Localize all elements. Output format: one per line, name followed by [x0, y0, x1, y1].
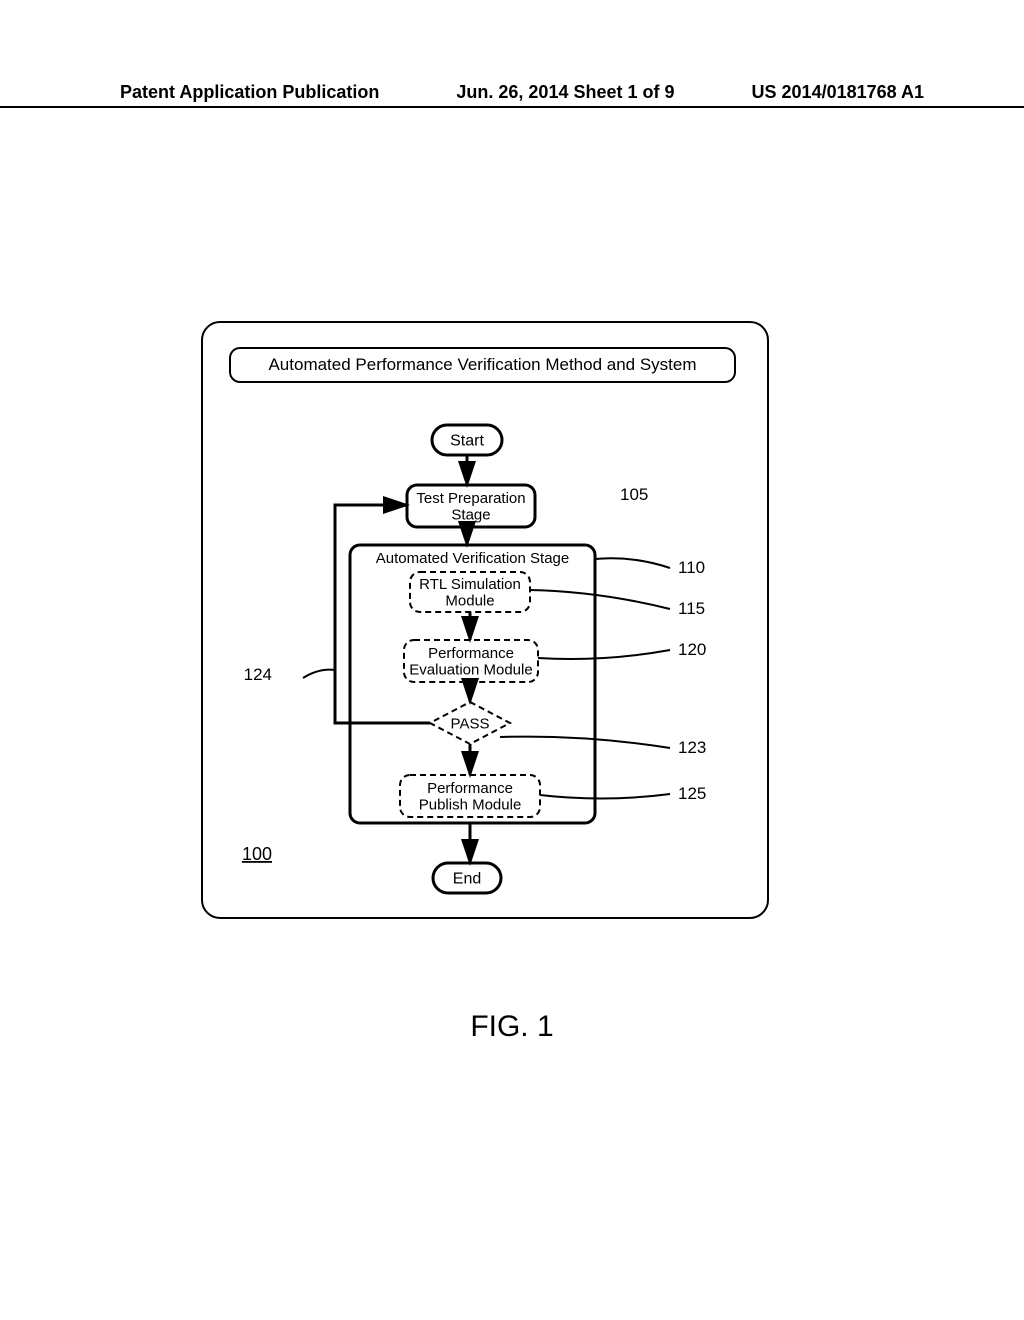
svg-text:Start: Start	[450, 433, 484, 450]
svg-text:120: 120	[678, 640, 706, 659]
svg-text:115: 115	[678, 599, 705, 618]
page-header: Patent Application Publication Jun. 26, …	[0, 82, 1024, 108]
page: Patent Application Publication Jun. 26, …	[0, 0, 1024, 1320]
svg-text:124: 124	[244, 665, 272, 684]
svg-text:100: 100	[242, 844, 272, 864]
svg-text:Evaluation Module: Evaluation Module	[409, 662, 532, 679]
svg-text:125: 125	[678, 784, 706, 803]
svg-text:PASS: PASS	[451, 715, 490, 732]
svg-text:123: 123	[678, 738, 706, 757]
svg-text:Performance: Performance	[427, 780, 513, 797]
header-center: Jun. 26, 2014 Sheet 1 of 9	[456, 82, 674, 103]
header-right: US 2014/0181768 A1	[752, 82, 924, 103]
svg-text:110: 110	[678, 558, 705, 577]
svg-text:Test Preparation: Test Preparation	[416, 490, 525, 507]
svg-text:Publish Module: Publish Module	[419, 797, 522, 814]
svg-text:RTL Simulation: RTL Simulation	[419, 576, 521, 593]
svg-text:Performance: Performance	[428, 645, 514, 662]
svg-text:Automated Verification Stage: Automated Verification Stage	[376, 550, 569, 567]
svg-text:105: 105	[620, 485, 648, 504]
flowchart-diagram: Automated Performance Verification Metho…	[200, 320, 770, 950]
figure-label: FIG. 1	[0, 1010, 1024, 1044]
svg-text:Automated Performance Verifica: Automated Performance Verification Metho…	[268, 355, 696, 374]
svg-text:Module: Module	[445, 593, 494, 610]
header-left: Patent Application Publication	[120, 82, 379, 103]
svg-text:Stage: Stage	[451, 507, 490, 524]
svg-text:End: End	[453, 871, 481, 888]
